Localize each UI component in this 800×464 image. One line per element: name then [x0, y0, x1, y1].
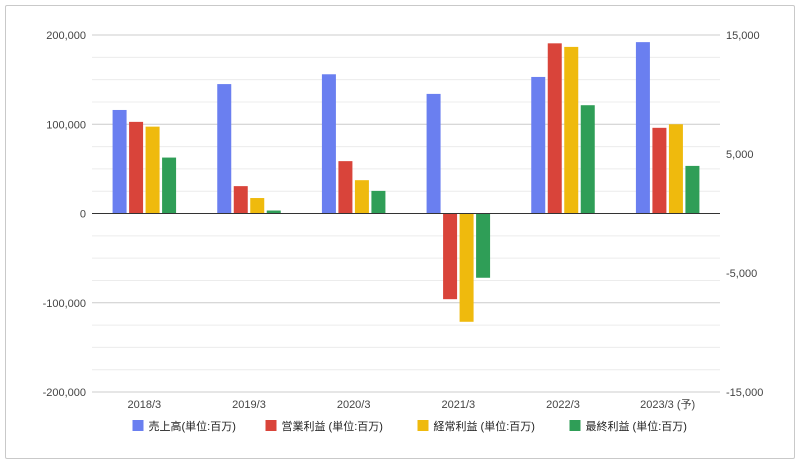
x-tick-label: 2018/3: [128, 399, 162, 411]
bar-1-1[interactable]: [112, 109, 127, 214]
legend-swatch: [569, 420, 581, 431]
bar-2-6[interactable]: [652, 127, 667, 214]
x-tick-label: 2021/3: [442, 399, 476, 411]
y-left-tick-label: -200,000: [43, 387, 86, 399]
bar-3-1[interactable]: [145, 126, 160, 214]
bar-4-2[interactable]: [266, 210, 281, 214]
x-tick-label: 2020/3: [337, 399, 371, 411]
bar-2-1[interactable]: [129, 121, 144, 214]
bar-3-3[interactable]: [354, 180, 369, 214]
y-right-tick-label: -5,000: [726, 268, 757, 280]
legend-label: 営業利益 (単位:百万): [282, 419, 383, 433]
x-tick-label: 2022/3: [546, 399, 580, 411]
y-left-tick-label: 200,000: [46, 30, 86, 42]
bar-3-2[interactable]: [250, 198, 265, 214]
bar-4-4[interactable]: [476, 213, 491, 278]
y-right-tick-label: 15,000: [726, 30, 760, 42]
x-tick-label: 2023/3 (予): [640, 398, 695, 411]
y-right-tick-label: -15,000: [726, 387, 763, 399]
y-left-tick-label: 100,000: [46, 119, 86, 131]
bar-1-5[interactable]: [531, 76, 546, 214]
legend-label: 売上高(単位:百万): [149, 419, 236, 433]
legend-swatch: [132, 420, 144, 431]
bar-3-4[interactable]: [459, 213, 474, 322]
bar-1-4[interactable]: [426, 93, 441, 214]
bar-1-6[interactable]: [635, 42, 650, 214]
x-tick-label: 2019/3: [232, 399, 266, 411]
bar-1-2[interactable]: [217, 84, 232, 214]
legend-label: 経常利益 (単位:百万): [434, 419, 535, 433]
y-left-tick-label: -100,000: [43, 298, 86, 310]
legend-label: 最終利益 (単位:百万): [586, 419, 687, 433]
legend-swatch: [417, 420, 429, 431]
bar-2-3[interactable]: [338, 161, 353, 214]
y-left-tick-label: 0: [80, 209, 86, 221]
bar-2-2[interactable]: [233, 186, 248, 214]
chart-frame: [5, 5, 795, 459]
bar-4-6[interactable]: [685, 165, 700, 214]
bar-3-5[interactable]: [564, 46, 579, 214]
bar-4-1[interactable]: [162, 157, 177, 214]
bar-4-5[interactable]: [580, 105, 595, 214]
bar-3-6[interactable]: [668, 124, 683, 214]
bar-2-4[interactable]: [443, 213, 458, 300]
bar-1-3[interactable]: [321, 74, 336, 214]
bar-2-5[interactable]: [547, 43, 562, 214]
bar-4-3[interactable]: [371, 190, 386, 214]
y-right-tick-label: 5,000: [726, 149, 754, 161]
legend-swatch: [265, 420, 277, 431]
